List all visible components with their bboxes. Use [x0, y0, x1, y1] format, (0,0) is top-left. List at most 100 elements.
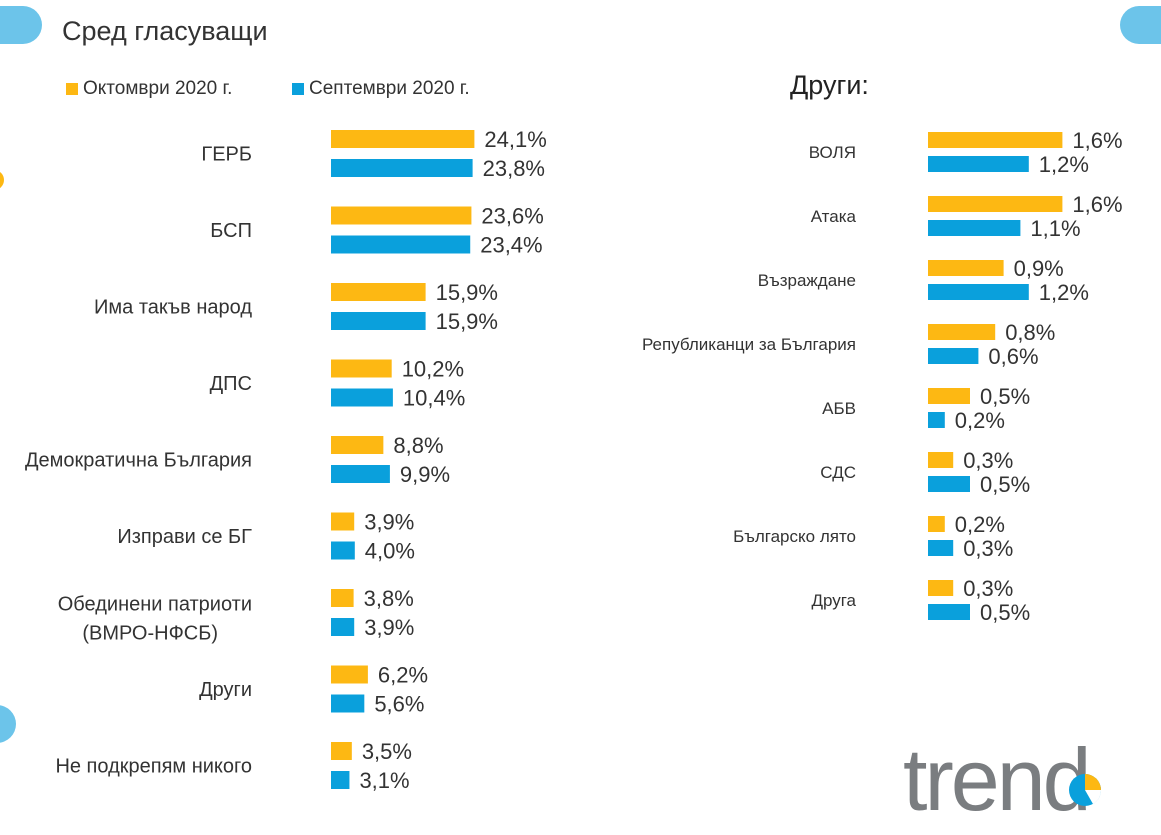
bar-others-s1-5 [928, 476, 970, 492]
bar-main-s1-3 [331, 388, 393, 407]
bar-main-s0-3 [331, 359, 392, 378]
value-label-main-s1-1: 23,4% [480, 232, 542, 257]
value-label-main-s0-4: 8,8% [393, 433, 443, 458]
value-label-others-s0-1: 1,6% [1072, 192, 1122, 217]
bar-others-s0-1 [928, 196, 1063, 212]
value-label-others-s1-5: 0,5% [980, 472, 1030, 497]
value-label-main-s0-2: 15,9% [436, 280, 498, 305]
value-label-main-s1-7: 5,6% [374, 691, 424, 716]
value-label-others-s1-2: 1,2% [1039, 280, 1089, 305]
value-label-main-s0-5: 3,9% [364, 509, 414, 534]
category-label-others-7: Друга [811, 591, 856, 610]
category-label-others-0: ВОЛЯ [809, 143, 856, 162]
bar-main-s1-6 [331, 618, 355, 636]
bar-main-s0-0 [331, 130, 475, 148]
bar-others-s1-6 [928, 540, 954, 556]
legend-october: Октомври 2020 г. [66, 78, 232, 100]
category-label-main-3: ДПС [210, 373, 252, 395]
bar-main-s0-7 [331, 665, 368, 684]
value-label-others-s1-6: 0,3% [963, 536, 1013, 561]
value-label-main-s1-4: 9,9% [400, 462, 450, 487]
bar-main-s0-6 [331, 589, 354, 607]
category-label-main-5: Изправи се БГ [117, 526, 252, 548]
bar-main-s1-8 [331, 771, 350, 789]
value-label-others-s1-3: 0,6% [988, 344, 1038, 369]
bar-others-s1-1 [928, 220, 1021, 236]
category-label-others-3: Републиканци за България [642, 335, 856, 354]
value-label-main-s0-8: 3,5% [362, 739, 412, 764]
category-label-main-6: Обединени патриоти (ВМРО-НФСБ) [58, 594, 252, 645]
bar-others-s1-3 [928, 348, 979, 364]
value-label-main-s1-8: 3,1% [359, 768, 409, 793]
value-label-others-s0-5: 0,3% [963, 448, 1013, 473]
category-label-others-2: Възраждане [758, 271, 856, 290]
bar-others-s0-7 [928, 580, 954, 596]
value-label-main-s1-5: 4,0% [365, 538, 415, 563]
legend-september: Септември 2020 г. [292, 78, 470, 100]
category-label-others-5: СДС [820, 463, 856, 482]
page-title: Сред гласуващи [62, 16, 268, 46]
bar-others-s0-6 [928, 516, 945, 532]
bar-others-s1-0 [928, 156, 1029, 172]
value-label-main-s0-7: 6,2% [378, 662, 428, 687]
bar-others-s0-5 [928, 452, 954, 468]
bar-others-s1-2 [928, 284, 1029, 300]
bar-main-s1-7 [331, 694, 365, 713]
bar-others-s1-4 [928, 412, 945, 428]
bar-others-s0-3 [928, 324, 996, 340]
bar-main-s1-4 [331, 465, 390, 483]
chart-subtitle-others: Други: [790, 70, 869, 100]
value-label-main-s0-3: 10,2% [402, 356, 464, 381]
legend-swatch-september [292, 83, 304, 95]
value-label-others-s0-2: 0,9% [1014, 256, 1064, 281]
logo-circle-yellow [1085, 774, 1101, 790]
value-label-others-s1-7: 0,5% [980, 600, 1030, 625]
legend-swatch-october [66, 83, 78, 95]
bar-main-s1-2 [331, 312, 426, 330]
value-label-others-s0-7: 0,3% [963, 576, 1013, 601]
value-label-others-s0-6: 0,2% [955, 512, 1005, 537]
decor-top-right [1120, 6, 1161, 44]
value-label-main-s1-6: 3,9% [364, 615, 414, 640]
legend-label-october: Октомври 2020 г. [83, 78, 233, 99]
value-label-others-s0-4: 0,5% [980, 384, 1030, 409]
value-label-others-s1-4: 0,2% [955, 408, 1005, 433]
legend-label-september: Септември 2020 г. [309, 78, 470, 99]
decor-left-dot [0, 170, 4, 190]
category-label-others-6: Българско лято [733, 527, 856, 546]
trend-logo-icon: trend [903, 738, 1102, 820]
bar-main-s0-2 [331, 283, 426, 301]
bar-others-s0-4 [928, 388, 970, 404]
bar-main-s0-1 [331, 206, 472, 225]
category-label-others-1: Атака [811, 207, 857, 226]
value-label-others-s0-0: 1,6% [1072, 128, 1122, 153]
bar-main-s1-5 [331, 541, 355, 560]
category-label-main-7: Други [199, 679, 252, 701]
bar-main-s0-5 [331, 512, 355, 531]
category-label-main-2: Има такъв народ [94, 297, 252, 319]
category-label-main-0: ГЕРБ [201, 144, 252, 166]
category-label-others-4: АБВ [822, 399, 856, 418]
bar-main-s0-4 [331, 436, 384, 454]
value-label-main-s0-6: 3,8% [364, 586, 414, 611]
logo-text: trend [903, 738, 1089, 820]
value-label-main-s0-0: 24,1% [484, 127, 546, 152]
bar-main-s0-8 [331, 742, 352, 760]
value-label-others-s1-0: 1,2% [1039, 152, 1089, 177]
value-label-others-s1-1: 1,1% [1030, 216, 1080, 241]
bar-others-s0-2 [928, 260, 1004, 276]
category-label-main-8: Не подкрепям никого [55, 756, 252, 778]
category-label-main-4: Демократична България [25, 450, 252, 472]
decor-left-bottom [0, 705, 16, 743]
logo-circle-white [1085, 790, 1102, 804]
value-label-others-s0-3: 0,8% [1005, 320, 1055, 345]
bar-others-s1-7 [928, 604, 970, 620]
bar-main-s1-1 [331, 235, 471, 254]
value-label-main-s1-2: 15,9% [436, 309, 498, 334]
decor-top-left [0, 6, 42, 44]
value-label-main-s0-1: 23,6% [481, 203, 543, 228]
bar-main-s1-0 [331, 159, 473, 177]
bar-others-s0-0 [928, 132, 1063, 148]
category-label-main-1: БСП [210, 220, 252, 242]
